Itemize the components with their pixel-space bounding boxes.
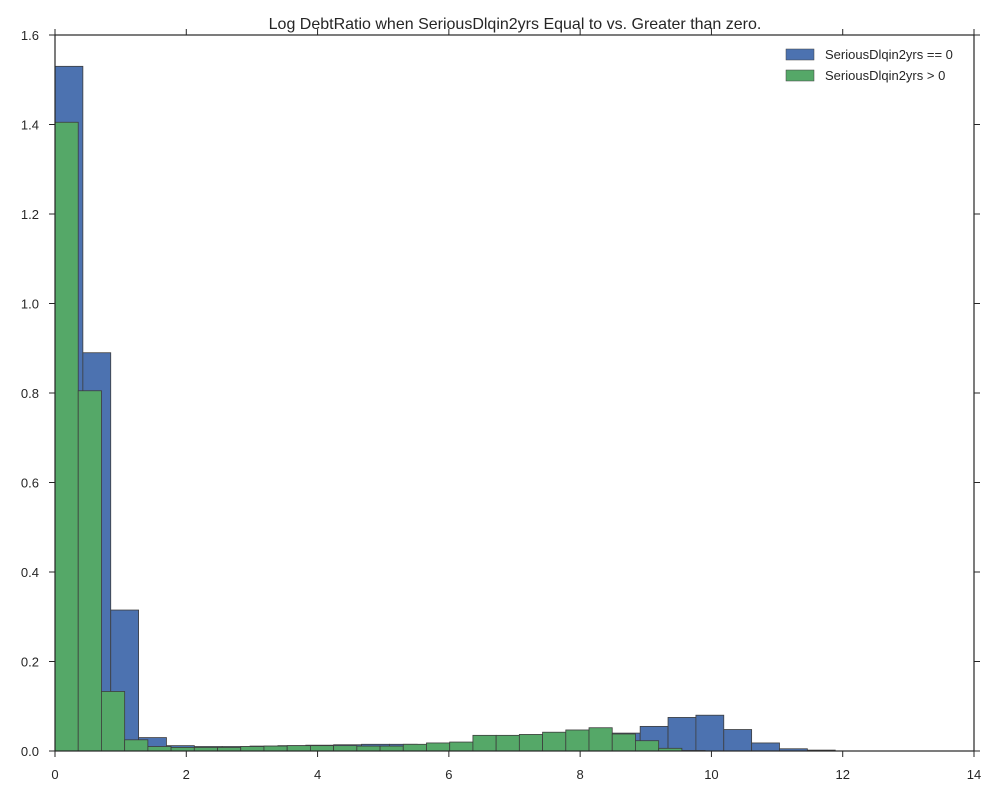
histogram-bar-series-1-bin-17 [449, 741, 474, 752]
y-tick-label: 0.4 [21, 565, 39, 580]
x-tick-label: 0 [51, 767, 58, 782]
y-tick-label: 0.2 [21, 655, 39, 670]
legend: SeriousDlqin2yrs == 0 SeriousDlqin2yrs >… [785, 47, 953, 83]
legend-swatch-no-delinquency [785, 48, 815, 61]
histogram-bar-series-1-bin-22 [565, 729, 590, 752]
histogram-bar-series-1-bin-13 [356, 745, 381, 752]
x-tick-label: 4 [314, 767, 321, 782]
legend-label-delinquency: SeriousDlqin2yrs > 0 [825, 68, 945, 83]
histogram-bar-series-1-bin-2 [101, 691, 126, 752]
histogram-bar-series-1-bin-16 [426, 742, 451, 752]
histogram-bar-series-1-bin-4 [147, 746, 172, 752]
histogram-bar-series-1-bin-20 [518, 734, 543, 752]
histogram-bar-series-1-bin-15 [402, 743, 427, 752]
y-tick-label: 1.2 [21, 207, 39, 222]
y-tick-label: 1.6 [21, 28, 39, 43]
histogram-bar-series-1-bin-0 [54, 121, 79, 752]
chart-title: Log DebtRatio when SeriousDlqin2yrs Equa… [269, 16, 762, 33]
histogram-bar-series-1-bin-24 [611, 733, 636, 752]
x-tick-label: 2 [183, 767, 190, 782]
bars-layer [54, 65, 836, 752]
ticks-layer: 0 2 4 6 8 10 12 14 0.0 0.2 0.4 0.6 0.8 1.0 1.2 1.4 1.6 [21, 28, 981, 782]
histogram-bar-series-1-bin-3 [124, 739, 149, 752]
legend-label-no-delinquency: SeriousDlqin2yrs == 0 [825, 47, 953, 62]
x-tick-label: 14 [967, 767, 981, 782]
histogram-bar-series-1-bin-10 [286, 745, 311, 752]
x-tick-label: 10 [704, 767, 718, 782]
x-tick-label: 6 [445, 767, 452, 782]
histogram-bar-series-1-bin-14 [379, 745, 404, 752]
histogram-bar-series-1-bin-1 [77, 390, 102, 752]
legend-swatch-delinquency [785, 69, 815, 82]
y-tick-label: 0.0 [21, 744, 39, 759]
y-tick-label: 1.0 [21, 297, 39, 312]
y-tick-label: 1.4 [21, 118, 39, 133]
histogram-bar-series-1-bin-8 [240, 746, 265, 752]
x-tick-label: 12 [835, 767, 849, 782]
histogram-bar-series-1-bin-11 [309, 745, 335, 752]
histogram-bar-series-1-bin-19 [495, 734, 520, 752]
y-tick-label: 0.6 [21, 476, 39, 491]
histogram-bar-series-1-bin-21 [542, 731, 567, 752]
histogram-bar-series-1-bin-25 [635, 740, 660, 752]
histogram-bar-series-1-bin-18 [472, 734, 497, 752]
histogram-bar-series-1-bin-12 [333, 745, 358, 752]
histogram-bar-series-0-bin-24 [723, 729, 753, 752]
histogram-bar-series-0-bin-23 [695, 714, 725, 752]
histogram-bar-series-1-bin-23 [588, 727, 613, 752]
histogram-bar-series-1-bin-9 [263, 745, 288, 752]
plot-frame [54, 34, 975, 752]
x-tick-label: 8 [577, 767, 584, 782]
histogram-bar-series-0-bin-25 [751, 742, 780, 752]
y-tick-label: 0.8 [21, 386, 39, 401]
histogram-bar-series-0-bin-22 [667, 717, 697, 752]
